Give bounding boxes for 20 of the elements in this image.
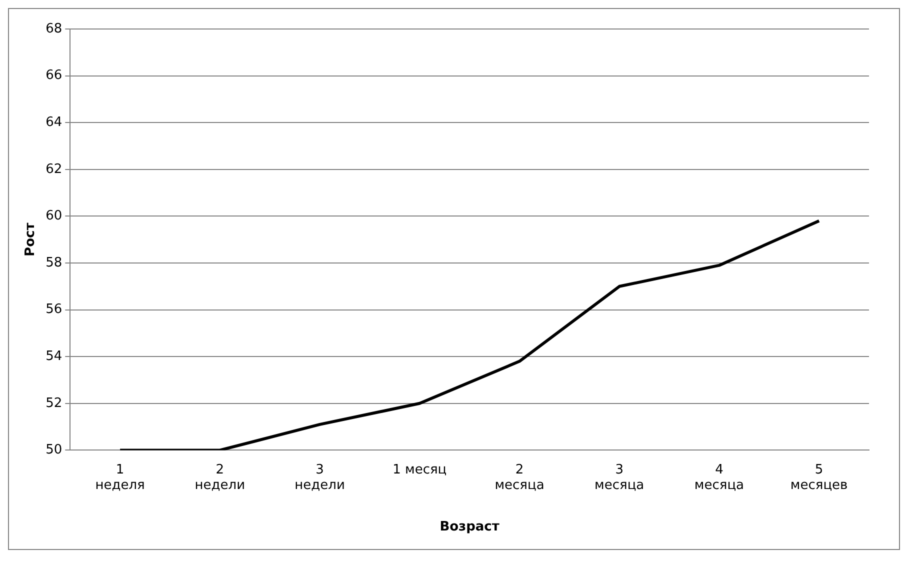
x-tick-label: 2 недели [194, 462, 246, 493]
y-tick-label: 58 [46, 255, 62, 270]
x-tick-label: 1 неделя [95, 462, 145, 493]
y-tick-label: 64 [46, 114, 62, 130]
y-tick-label: 52 [46, 396, 62, 411]
x-tick-label: 5 месяцев [790, 462, 848, 493]
y-tick-label: 68 [46, 21, 62, 36]
y-tick-label: 60 [46, 208, 62, 224]
x-tick-label: 3 месяца [594, 462, 644, 493]
y-axis-title: Рост [23, 222, 38, 256]
x-tick-label: 4 месяца [694, 462, 744, 493]
y-tick-label: 62 [46, 162, 62, 177]
y-tick-label: 50 [46, 442, 62, 458]
y-tick-label: 56 [46, 302, 62, 318]
x-tick-label: 2 месяца [494, 462, 544, 493]
x-tick-label: 1 месяц [392, 462, 447, 478]
y-tick-label: 54 [46, 348, 62, 364]
x-tick-label: 3 недели [294, 462, 345, 493]
x-axis-title: Возраст [440, 520, 500, 535]
y-tick-label: 66 [46, 68, 62, 84]
